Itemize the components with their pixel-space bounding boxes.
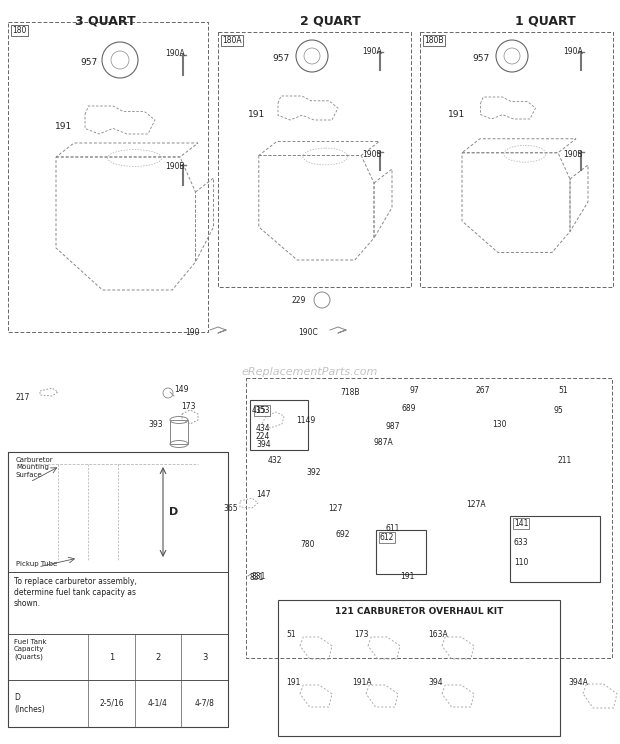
Text: 190B: 190B [563,150,583,159]
Text: 394: 394 [428,678,443,687]
Text: Carburetor
Mounting
Surface: Carburetor Mounting Surface [16,457,53,478]
Text: 435: 435 [252,406,267,415]
Text: 394A: 394A [568,678,588,687]
Text: 224: 224 [255,432,269,441]
Text: 190B: 190B [165,162,185,171]
Bar [510,516,600,582]
Text: Fuel Tank
Capacity
(Quarts): Fuel Tank Capacity (Quarts) [14,639,46,661]
Text: 211: 211 [558,456,572,465]
Text: 393: 393 [148,420,162,429]
Text: 612: 612 [380,533,394,542]
Text: 987A: 987A [374,438,394,447]
Text: 51: 51 [286,630,296,639]
Text: 2 QUART: 2 QUART [299,14,360,27]
Text: 2: 2 [156,652,161,661]
Text: 957: 957 [472,54,489,63]
Text: D
(Inches): D (Inches) [14,693,45,713]
Text: 718B: 718B [340,388,360,397]
Text: 191: 191 [286,678,300,687]
Bar [278,600,560,736]
Text: 147: 147 [256,490,270,499]
Text: 153: 153 [255,406,270,415]
Text: 190: 190 [185,328,200,337]
Text: 394: 394 [256,440,270,449]
Text: 130: 130 [492,420,507,429]
Text: 127: 127 [328,504,342,513]
Bar [8,22,208,332]
Text: 191A: 191A [352,678,371,687]
Text: 689: 689 [402,404,417,413]
Text: 51: 51 [558,386,568,395]
Text: 1 QUART: 1 QUART [515,14,575,27]
Text: 831: 831 [250,573,264,582]
Text: 95: 95 [554,406,564,415]
Text: 191: 191 [448,110,465,119]
Text: 190B: 190B [362,150,382,159]
Text: 432: 432 [268,456,283,465]
Text: 692: 692 [336,530,350,539]
Text: 97: 97 [410,386,420,395]
Text: 3: 3 [202,652,207,661]
Text: To replace carburetor assembly,
determine fuel tank capacity as
shown.: To replace carburetor assembly, determin… [14,577,137,608]
Text: 173: 173 [354,630,368,639]
Text: 110: 110 [514,558,528,567]
Text: 957: 957 [80,58,97,67]
Text: 1149: 1149 [296,416,315,425]
Bar [246,378,612,658]
Text: 780: 780 [300,540,314,549]
Text: 191: 191 [400,572,414,581]
Bar [376,530,426,574]
Bar [8,452,228,572]
Bar [420,32,613,287]
Text: 611: 611 [386,524,401,533]
Text: eReplacementParts.com: eReplacementParts.com [242,367,378,377]
Text: 229: 229 [291,296,306,305]
Text: 434: 434 [256,424,270,433]
Text: 180B: 180B [424,36,443,45]
Text: 392: 392 [306,468,321,477]
Text: 831: 831 [252,572,267,581]
Text: Pickup Tube: Pickup Tube [16,561,57,567]
Text: 191: 191 [55,122,73,131]
Text: 173: 173 [181,402,195,411]
Text: 163A: 163A [428,630,448,639]
Text: 180A: 180A [222,36,242,45]
Text: 3 QUART: 3 QUART [74,14,135,27]
Text: 267: 267 [476,386,490,395]
Text: D: D [169,507,179,517]
Text: 190A: 190A [165,49,185,58]
Bar [218,32,411,287]
Text: 127A: 127A [466,500,485,509]
Text: 2-5/16: 2-5/16 [99,699,123,708]
Bar [8,572,228,634]
Text: 190A: 190A [362,47,382,56]
Text: 190C: 190C [298,328,317,337]
Text: 180: 180 [12,26,27,35]
Text: 190A: 190A [563,47,583,56]
Text: 141: 141 [514,519,528,528]
Text: 4-1/4: 4-1/4 [148,699,168,708]
Text: 191: 191 [248,110,265,119]
Bar [250,400,308,450]
Text: 217: 217 [15,393,29,402]
Text: 4-7/8: 4-7/8 [195,699,215,708]
Text: 365: 365 [223,504,238,513]
Text: 987: 987 [386,422,401,431]
Text: 121 CARBURETOR OVERHAUL KIT: 121 CARBURETOR OVERHAUL KIT [335,607,503,616]
Text: 1: 1 [108,652,114,661]
Text: 149: 149 [174,385,188,394]
Bar [8,634,228,680]
Bar [8,680,228,727]
Text: 633: 633 [514,538,529,547]
Bar [170,420,188,444]
Text: 957: 957 [272,54,290,63]
Bar [8,452,228,727]
